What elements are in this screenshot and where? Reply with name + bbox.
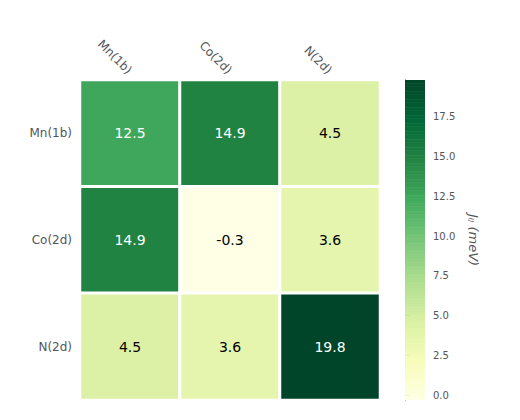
svg-text:Co(2d): Co(2d) xyxy=(197,39,235,77)
svg-text:-0.3: -0.3 xyxy=(216,232,243,248)
svg-text:4.5: 4.5 xyxy=(119,339,141,355)
svg-text:12.5: 12.5 xyxy=(433,191,455,202)
svg-text:5.0: 5.0 xyxy=(433,310,449,321)
svg-text:14.9: 14.9 xyxy=(114,232,145,248)
svg-text:3.6: 3.6 xyxy=(319,232,341,248)
svg-text:10.0: 10.0 xyxy=(433,231,455,242)
svg-text:17.5: 17.5 xyxy=(433,111,455,122)
svg-text:N(2d): N(2d) xyxy=(301,43,335,77)
svg-text:N(2d): N(2d) xyxy=(38,340,72,354)
svg-text:Mn(1b): Mn(1b) xyxy=(95,37,135,77)
svg-text:3.6: 3.6 xyxy=(219,339,241,355)
svg-text:0.0: 0.0 xyxy=(433,390,449,401)
svg-text:Co(2d): Co(2d) xyxy=(32,233,72,247)
svg-text:7.5: 7.5 xyxy=(433,270,449,281)
svg-text:19.8: 19.8 xyxy=(314,339,345,355)
svg-text:14.9: 14.9 xyxy=(214,125,245,141)
svg-text:12.5: 12.5 xyxy=(114,125,145,141)
svg-text:15.0: 15.0 xyxy=(433,151,455,162)
svg-text:Jᵢⱼ (meV): Jᵢⱼ (meV) xyxy=(466,211,481,266)
svg-text:2.5: 2.5 xyxy=(433,350,449,361)
svg-text:Mn(1b): Mn(1b) xyxy=(29,126,72,140)
svg-text:4.5: 4.5 xyxy=(319,125,341,141)
